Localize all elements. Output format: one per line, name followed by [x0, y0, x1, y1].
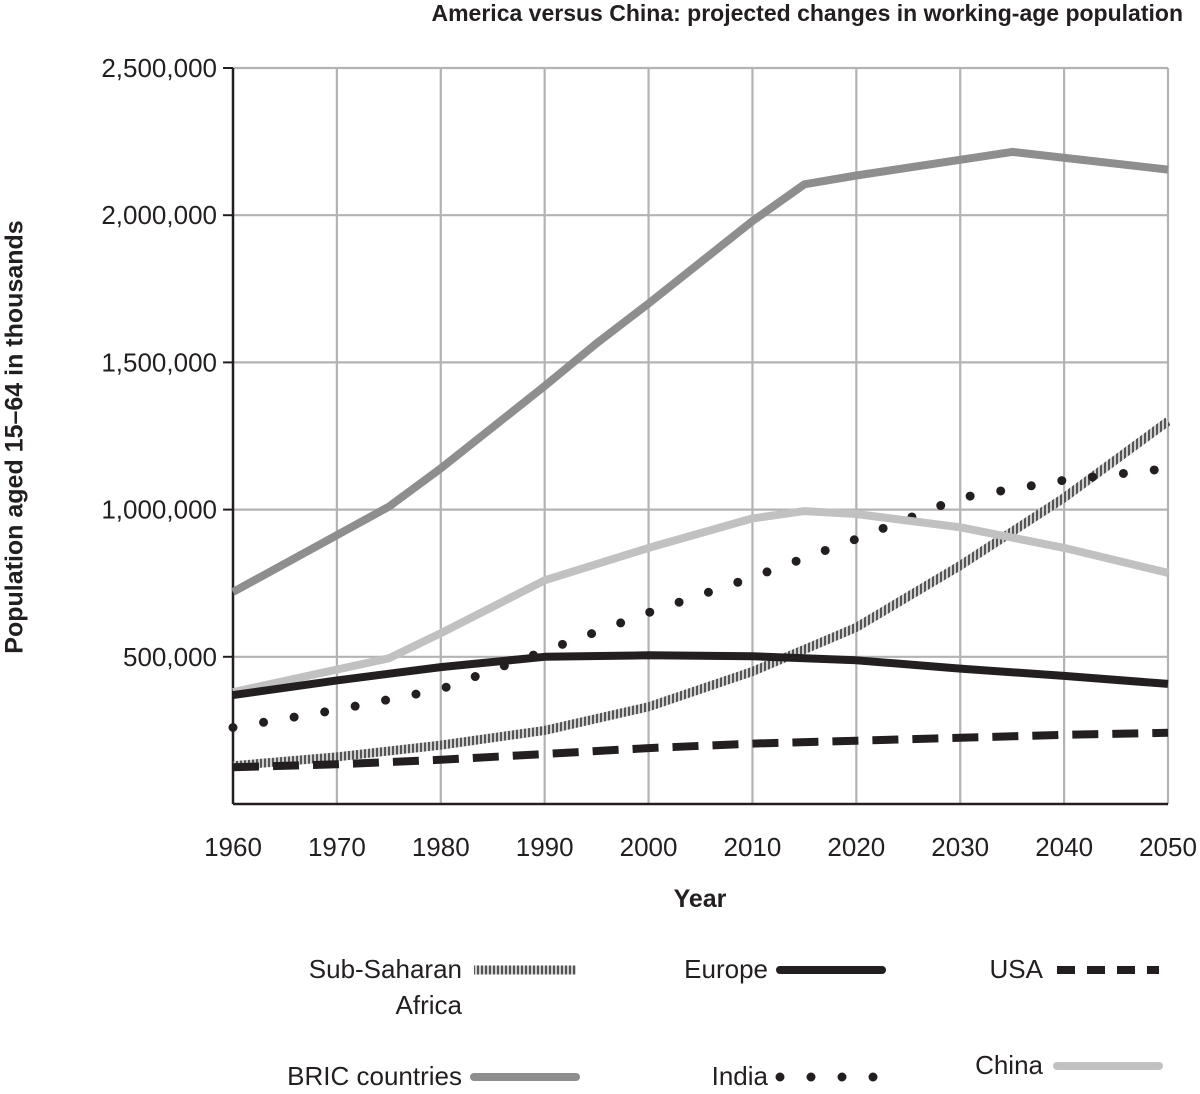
legend-label-line: China [975, 1050, 1043, 1080]
legend-label: Europe [684, 951, 768, 987]
y-tick-label: 1,500,000 [101, 347, 217, 377]
legend-swatch [775, 1072, 887, 1082]
legend-label-line: Africa [395, 990, 462, 1020]
legend-label: USA [990, 951, 1043, 987]
y-tick-label: 2,000,000 [101, 200, 217, 230]
x-tick-label: 1990 [516, 832, 574, 862]
x-tick-label: 2030 [931, 832, 989, 862]
series-line-europe [232, 651, 1169, 700]
x-tick-label: 1980 [412, 832, 470, 862]
legend-swatch [776, 966, 886, 974]
series-line-india [228, 463, 1173, 732]
y-tick-label: 1,000,000 [101, 495, 217, 525]
series-line-usa [232, 728, 1169, 772]
x-tick-label: 2010 [724, 832, 782, 862]
chart-title: America versus China: projected changes … [431, 0, 1184, 26]
legend-label: Sub-Saharan Africa [309, 951, 462, 1023]
y-tick-label: 2,500,000 [101, 53, 217, 83]
legend-swatch [474, 965, 576, 975]
gridlines [233, 66, 1170, 804]
legend-swatch [470, 1073, 580, 1081]
legend-swatch [1057, 966, 1159, 974]
series-line-bric-countries [231, 147, 1169, 596]
legend-label-line: Sub-Saharan [308, 954, 462, 984]
legend-label-line: Europe [684, 954, 768, 984]
axes: 1960 1970 1980 1990 2000 2010 2020 2030 2040 2050… [101, 53, 1197, 862]
legend-label-line: India [711, 1061, 768, 1091]
legend-label: China [975, 1047, 1043, 1083]
legend-label: BRIC countries [287, 1058, 462, 1094]
series-line-china [232, 507, 1169, 697]
x-tick-label: 2040 [1035, 832, 1093, 862]
x-tick-label: 2000 [620, 832, 678, 862]
x-tick-label: 2020 [827, 832, 885, 862]
x-tick-label: 1960 [204, 832, 262, 862]
series-line-sub-saharan-africa [232, 417, 1171, 771]
series-lines [228, 147, 1173, 772]
x-tick-label: 2050 [1139, 832, 1197, 862]
legend-label-line: BRIC countries [287, 1061, 462, 1091]
x-axis-title: Year [673, 885, 727, 913]
legend-label: India [712, 1058, 768, 1094]
legend-label-line: USA [989, 954, 1043, 984]
y-tick-label: 500,000 [123, 642, 217, 672]
legend-swatch [1053, 1062, 1163, 1070]
x-tick-label: 1970 [308, 832, 366, 862]
